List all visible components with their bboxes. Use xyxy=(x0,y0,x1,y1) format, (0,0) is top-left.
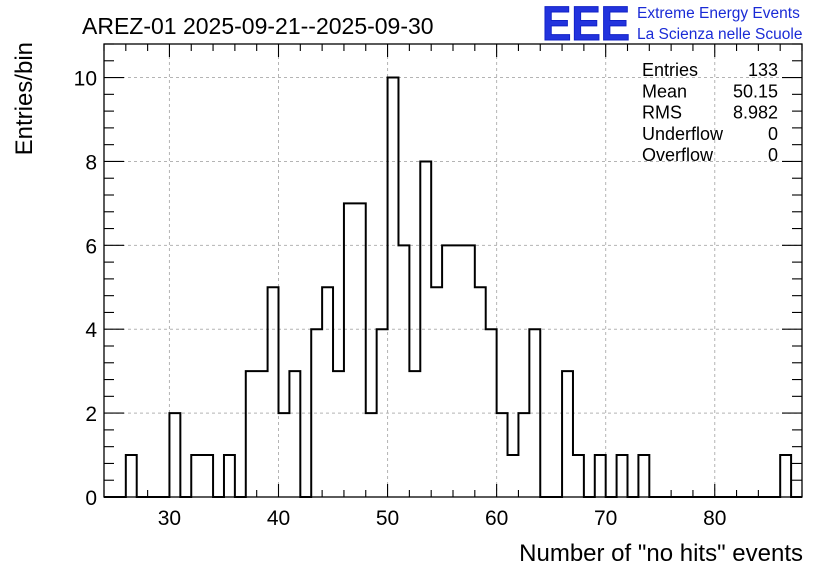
chart-title: AREZ-01 2025-09-21--2025-09-30 xyxy=(82,13,434,39)
y-tick-label: 4 xyxy=(85,319,97,342)
histogram-bin-58 xyxy=(475,287,486,497)
logo-line-2: La Scienza nelle Scuole xyxy=(637,26,802,43)
histogram-bin-39 xyxy=(268,287,279,497)
x-axis-label: Number of "no hits" events xyxy=(519,540,803,567)
axis-ticks xyxy=(103,43,803,498)
stats-box: Entries 133 Mean 50.15 RMS 8.982 Underflow 0 Ove… xyxy=(642,60,778,165)
histogram-bin-26 xyxy=(126,455,137,497)
histogram-bin-48 xyxy=(366,413,377,497)
stats-value: 0 xyxy=(768,124,778,144)
logo-line-1: Extreme Energy Events xyxy=(637,5,800,22)
stats-label: RMS xyxy=(642,103,682,123)
histogram-bin-69 xyxy=(595,455,606,497)
histogram-bin-55 xyxy=(442,245,453,497)
histogram-bin-52 xyxy=(409,371,420,497)
stats-label: Entries xyxy=(642,60,698,80)
histogram-bin-56 xyxy=(453,245,464,497)
histogram-bin-41 xyxy=(289,371,300,497)
histogram-bin-60 xyxy=(497,413,508,497)
y-tick-label: 6 xyxy=(85,235,97,258)
histogram-bin-47 xyxy=(355,203,366,497)
histogram-bin-51 xyxy=(398,245,409,497)
y-tick-label: 2 xyxy=(85,403,97,426)
histogram-bin-46 xyxy=(344,203,355,497)
histogram-bin-50 xyxy=(388,78,399,497)
stats-value: 8.982 xyxy=(733,103,778,123)
histogram-bin-66 xyxy=(562,371,573,497)
histogram-series xyxy=(104,76,802,498)
histogram-bin-33 xyxy=(202,455,213,497)
tick-labels: 30 40 50 60 70 80 0 2 4 6 8 10 xyxy=(74,68,727,530)
x-tick-label: 50 xyxy=(376,507,399,530)
stats-value: 50.15 xyxy=(733,81,778,101)
y-tick-label: 0 xyxy=(85,487,97,510)
histogram-bin-61 xyxy=(508,455,519,497)
y-tick-label: 10 xyxy=(74,68,97,91)
histogram-bin-43 xyxy=(311,329,322,497)
histogram-bin-53 xyxy=(420,161,431,497)
histogram-bin-45 xyxy=(333,371,344,497)
stats-label: Mean xyxy=(642,81,687,101)
histogram-bin-71 xyxy=(617,455,628,497)
eee-logo: EEE Extreme Energy Events La Scienza nel… xyxy=(542,0,803,52)
histogram-bin-37 xyxy=(246,371,257,497)
histogram-bin-30 xyxy=(169,413,180,497)
histogram-bin-86 xyxy=(780,455,791,497)
x-tick-label: 30 xyxy=(158,507,181,530)
histogram-bin-57 xyxy=(464,245,475,497)
histogram-bin-62 xyxy=(518,413,529,497)
y-tick-label: 8 xyxy=(85,151,97,174)
x-tick-label: 60 xyxy=(485,507,508,530)
x-tick-label: 80 xyxy=(703,507,726,530)
histogram-bin-63 xyxy=(529,329,540,497)
x-tick-label: 40 xyxy=(267,507,290,530)
histogram-bin-44 xyxy=(322,287,333,497)
histogram-bin-73 xyxy=(638,455,649,497)
eee-logo-letters: EEE xyxy=(542,0,630,51)
y-axis-label: Entries/bin xyxy=(11,42,38,155)
histogram-bin-59 xyxy=(486,329,497,497)
x-tick-label: 70 xyxy=(594,507,617,530)
histogram-bin-67 xyxy=(573,455,584,497)
histogram-bin-35 xyxy=(224,455,235,497)
histogram-bin-40 xyxy=(279,413,290,497)
histogram-outline xyxy=(104,76,802,498)
histogram-bin-54 xyxy=(431,287,442,497)
stats-label: Overflow xyxy=(642,145,714,165)
histogram-bin-49 xyxy=(377,329,388,497)
histogram-bin-38 xyxy=(257,371,268,497)
stats-value: 133 xyxy=(748,60,778,80)
stats-value: 0 xyxy=(768,145,778,165)
histogram-bin-32 xyxy=(191,455,202,497)
stats-label: Underflow xyxy=(642,124,724,144)
